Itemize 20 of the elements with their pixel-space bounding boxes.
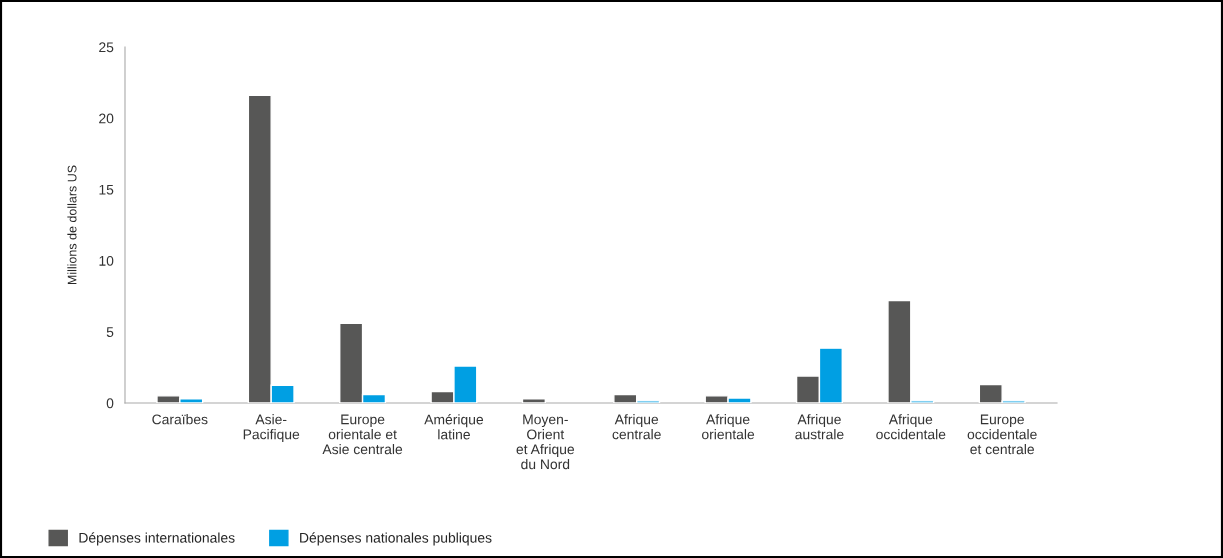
y-tick-label: 5 xyxy=(106,327,114,337)
bar xyxy=(521,398,547,403)
x-tick-label: Afrique orientale xyxy=(702,414,755,440)
y-axis-title: Millions de dollars US xyxy=(67,165,77,285)
y-tick-label: 20 xyxy=(99,113,114,124)
y-tick-label: 0 xyxy=(106,398,114,409)
x-tick-label: Europe occidentale et centrale xyxy=(967,414,1037,455)
x-tick-label: Amérique latine xyxy=(424,414,484,440)
x-tick-label: Afrique australe xyxy=(795,414,844,440)
y-tick-label: 15 xyxy=(99,184,114,195)
x-tick-label: Afrique occidentale xyxy=(876,414,946,440)
legend-label: Dépenses nationales publiques xyxy=(300,532,492,546)
y-tick-label: 10 xyxy=(99,255,114,266)
x-tick-label: Moyen- Orient et Afrique du Nord xyxy=(516,414,575,470)
x-tick-label: Afrique centrale xyxy=(612,414,661,440)
legend-label: Dépenses internationales xyxy=(79,532,235,546)
y-tick-label: 25 xyxy=(99,42,114,53)
x-tick-label: Asie- Pacifique xyxy=(243,414,300,443)
x-tick-label: Caraïbes xyxy=(152,414,208,425)
x-tick-label: Europe orientale et Asie centrale xyxy=(322,414,403,455)
